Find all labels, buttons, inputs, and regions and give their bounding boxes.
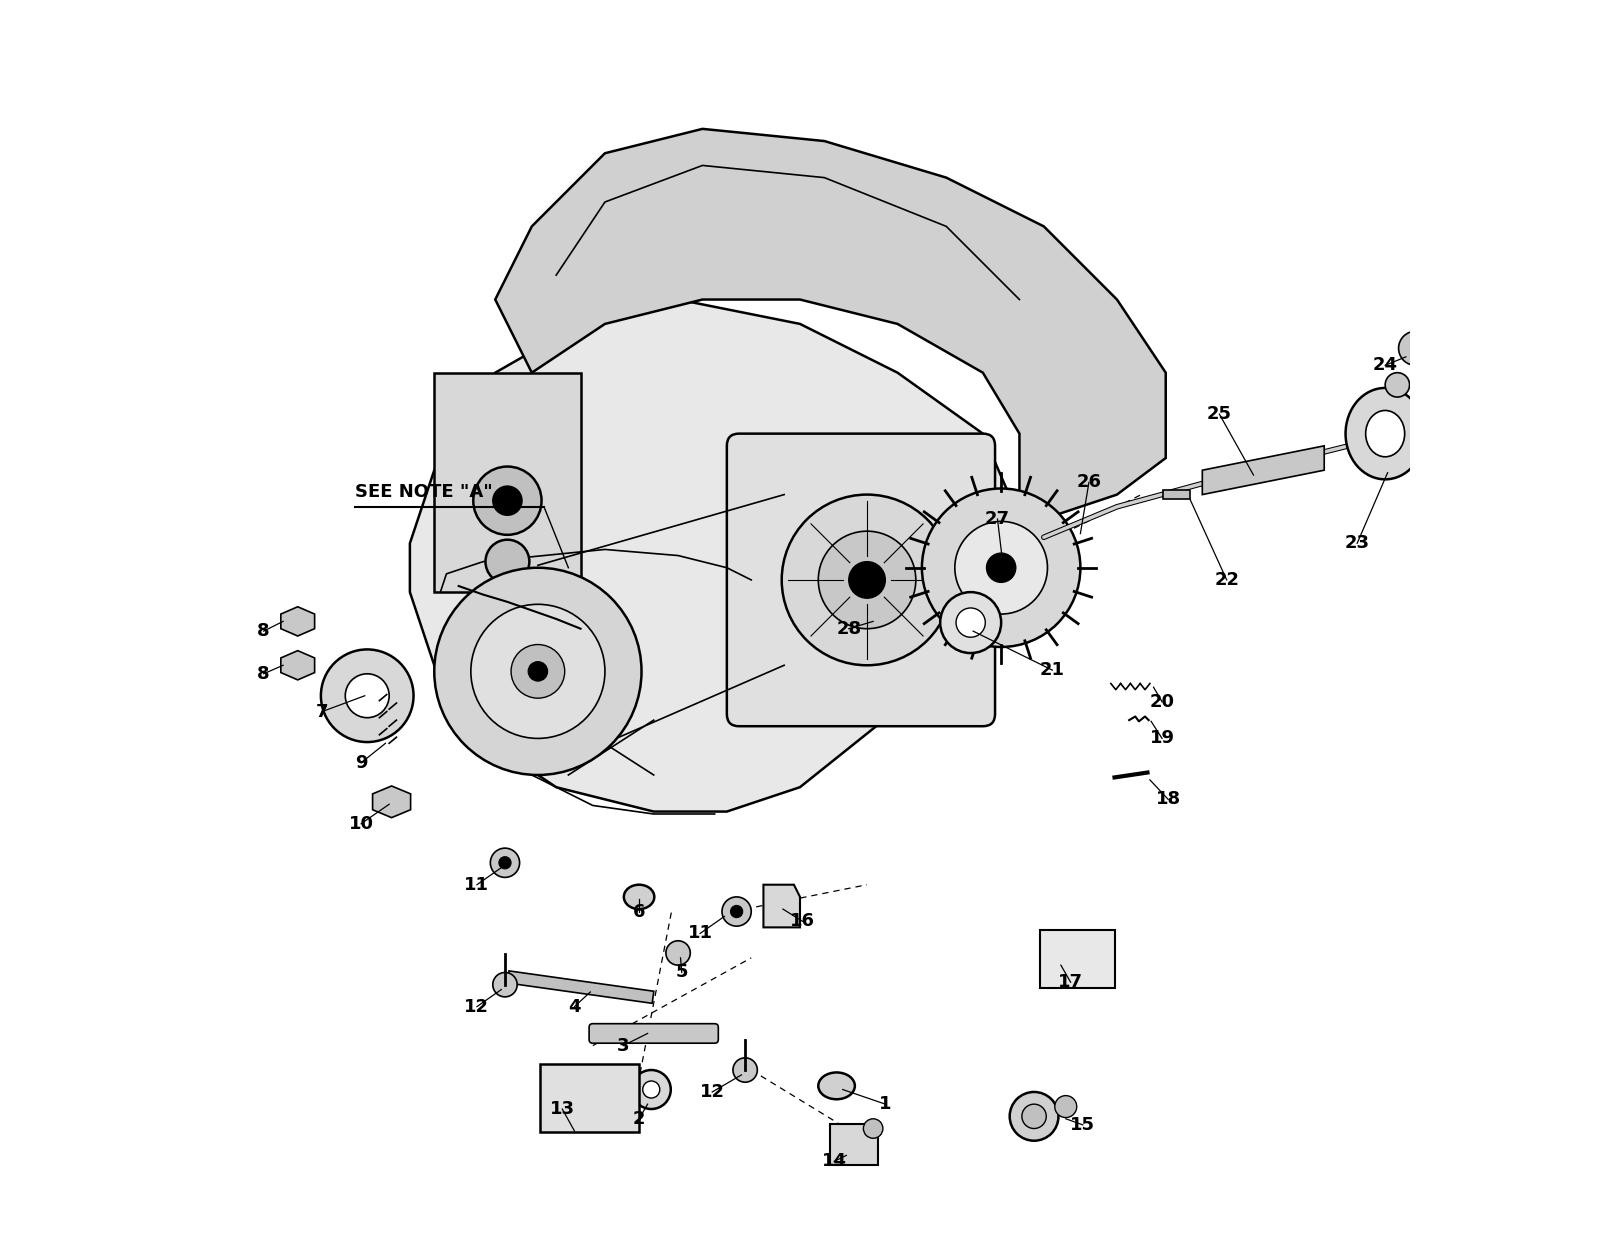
Circle shape	[643, 1081, 659, 1099]
Polygon shape	[496, 129, 1166, 519]
Circle shape	[474, 466, 541, 535]
Text: 6: 6	[634, 903, 645, 921]
Circle shape	[666, 941, 690, 965]
FancyBboxPatch shape	[1040, 930, 1115, 989]
Ellipse shape	[1366, 411, 1405, 456]
Polygon shape	[282, 651, 315, 679]
Circle shape	[922, 488, 1080, 647]
Circle shape	[722, 896, 752, 926]
Text: 24: 24	[1373, 356, 1398, 375]
Text: 5: 5	[675, 963, 688, 981]
FancyBboxPatch shape	[434, 372, 581, 592]
Circle shape	[782, 494, 952, 666]
Text: 11: 11	[464, 875, 490, 894]
Text: 8: 8	[258, 665, 270, 683]
Circle shape	[1010, 1092, 1059, 1141]
Ellipse shape	[624, 885, 654, 909]
Circle shape	[987, 554, 1016, 582]
Text: 17: 17	[1058, 973, 1083, 991]
Text: 27: 27	[986, 510, 1010, 528]
Text: 21: 21	[1040, 661, 1066, 679]
Text: 3: 3	[618, 1037, 629, 1054]
Circle shape	[1398, 332, 1432, 365]
Circle shape	[490, 848, 520, 878]
Circle shape	[434, 567, 642, 776]
Text: SEE NOTE "A": SEE NOTE "A"	[355, 482, 493, 501]
Circle shape	[731, 905, 742, 917]
Text: 7: 7	[315, 703, 328, 720]
Circle shape	[941, 592, 1002, 653]
Polygon shape	[282, 607, 315, 636]
Polygon shape	[373, 785, 411, 817]
Polygon shape	[507, 970, 654, 1004]
Ellipse shape	[818, 1073, 854, 1100]
FancyBboxPatch shape	[830, 1123, 878, 1165]
Circle shape	[955, 522, 1048, 614]
Text: 25: 25	[1206, 406, 1232, 423]
Text: 28: 28	[837, 620, 861, 637]
Circle shape	[528, 662, 547, 681]
Circle shape	[470, 604, 605, 739]
Text: 2: 2	[634, 1110, 645, 1128]
Text: 19: 19	[1149, 730, 1174, 747]
Text: 11: 11	[688, 925, 712, 942]
Circle shape	[1054, 1096, 1077, 1117]
Text: 10: 10	[349, 815, 374, 832]
Circle shape	[864, 1118, 883, 1138]
FancyBboxPatch shape	[726, 434, 995, 726]
Text: 18: 18	[1155, 790, 1181, 809]
Text: 16: 16	[790, 912, 814, 930]
FancyBboxPatch shape	[589, 1023, 718, 1043]
Text: 14: 14	[822, 1153, 846, 1170]
Circle shape	[1386, 372, 1410, 397]
Polygon shape	[1202, 446, 1325, 494]
Circle shape	[493, 486, 522, 515]
Text: 4: 4	[568, 997, 581, 1016]
Circle shape	[510, 645, 565, 698]
Circle shape	[632, 1070, 670, 1108]
Circle shape	[818, 531, 915, 629]
Circle shape	[499, 857, 510, 869]
Text: 26: 26	[1077, 473, 1101, 492]
Text: 15: 15	[1070, 1116, 1096, 1134]
Text: 12: 12	[464, 997, 490, 1016]
Polygon shape	[410, 300, 1019, 811]
Ellipse shape	[1346, 388, 1424, 480]
Text: 12: 12	[699, 1083, 725, 1101]
Circle shape	[322, 650, 413, 742]
Text: 23: 23	[1344, 534, 1370, 552]
Circle shape	[346, 673, 389, 718]
Circle shape	[485, 540, 530, 583]
Circle shape	[1022, 1104, 1046, 1128]
Circle shape	[733, 1058, 757, 1083]
Circle shape	[957, 608, 986, 637]
Circle shape	[848, 562, 885, 598]
Text: 22: 22	[1214, 571, 1238, 589]
Text: 1: 1	[878, 1095, 891, 1113]
Polygon shape	[763, 885, 800, 927]
Text: 9: 9	[355, 753, 368, 772]
Text: 20: 20	[1149, 693, 1174, 711]
Text: 8: 8	[258, 623, 270, 640]
Text: 13: 13	[550, 1100, 574, 1118]
Circle shape	[493, 973, 517, 996]
FancyBboxPatch shape	[541, 1064, 638, 1132]
FancyBboxPatch shape	[1163, 490, 1190, 499]
